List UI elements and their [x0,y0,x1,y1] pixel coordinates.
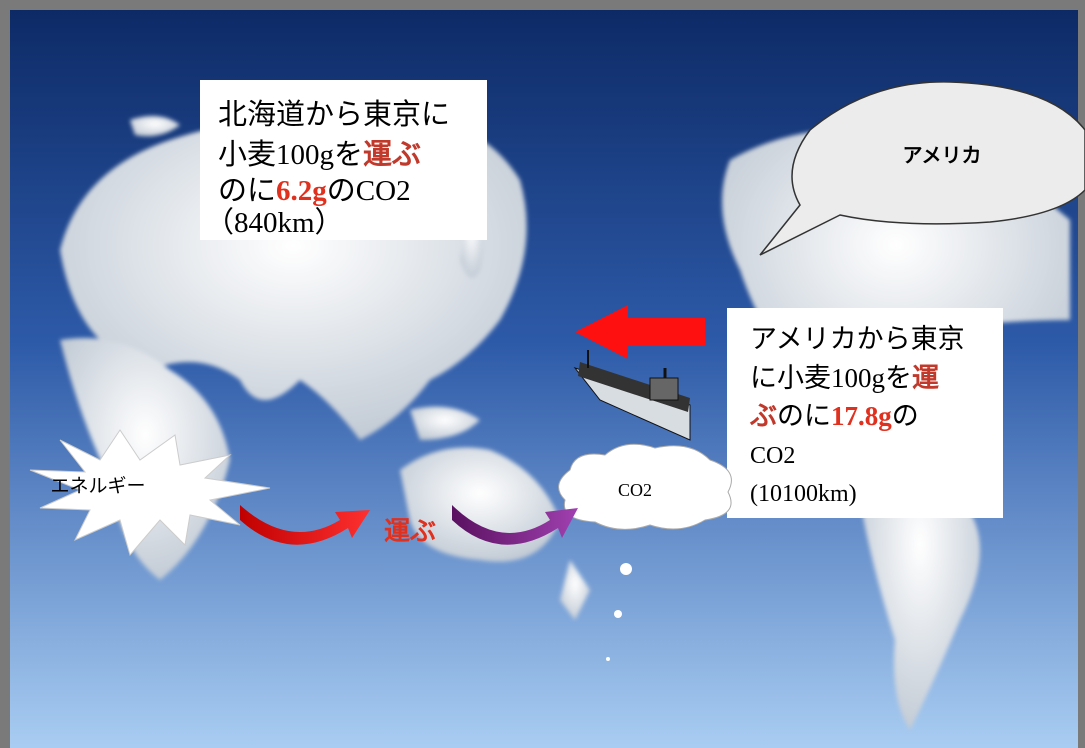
text: に小麦 [750,363,831,393]
text: を [334,139,363,171]
energy-burst [29,429,271,557]
line: （840km） [205,207,344,239]
bubble-text: アメリカ [903,145,982,167]
text: を [885,363,912,393]
line: CO2 [750,443,795,469]
transport-label: 運ぶ [384,516,436,546]
highlight: 運 [912,363,939,393]
america-box [727,308,1003,518]
curved-arrow [240,505,370,545]
line: (10100km) [750,481,857,507]
text: のに [777,401,831,431]
highlight: 17.8g [831,401,892,431]
text: 100g [276,139,334,171]
text: 100g [831,363,885,393]
hokkaido-box [200,80,487,240]
line: アメリカから東京 [750,324,965,354]
text: の [327,175,356,207]
thought-dot [620,563,632,575]
highlight: 運ぶ [363,139,421,171]
text: 小麦 [218,138,276,171]
arrow-left [575,305,705,359]
line: 北海道から東京に [218,98,450,131]
ship-icon [573,350,691,441]
cloud-label: CO2 [618,480,652,500]
highlight: 6.2g [276,175,327,207]
thought-dot [614,610,622,618]
hokkaido-text: 北海道から東京に 小麦100gを運ぶ のに6.2gのCO2 （840km） [205,98,458,239]
america-text: アメリカから東京 に小麦100gを運 ぶのに17.8gの CO2 (10100k… [749,324,972,507]
thought-dot [606,657,610,661]
speech-bubble [759,81,1085,256]
curved-arrow [452,505,578,545]
energy-label: エネルギー [50,475,145,497]
text: CO2 [356,175,411,207]
text: のに [218,175,276,207]
highlight: ぶ [749,401,777,431]
text: の [892,401,919,431]
